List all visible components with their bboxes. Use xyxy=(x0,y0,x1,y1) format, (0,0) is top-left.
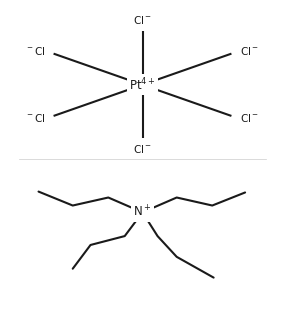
Text: $^-$Cl: $^-$Cl xyxy=(25,112,45,124)
Text: Cl$^-$: Cl$^-$ xyxy=(240,45,258,57)
Text: Cl$^-$: Cl$^-$ xyxy=(133,143,152,155)
Text: Cl$^-$: Cl$^-$ xyxy=(240,112,258,124)
Text: Cl$^-$: Cl$^-$ xyxy=(133,14,152,26)
Text: Pt$^{4+}$: Pt$^{4+}$ xyxy=(129,77,156,93)
Text: N$^+$: N$^+$ xyxy=(133,205,152,220)
Text: $^-$Cl: $^-$Cl xyxy=(25,45,45,57)
